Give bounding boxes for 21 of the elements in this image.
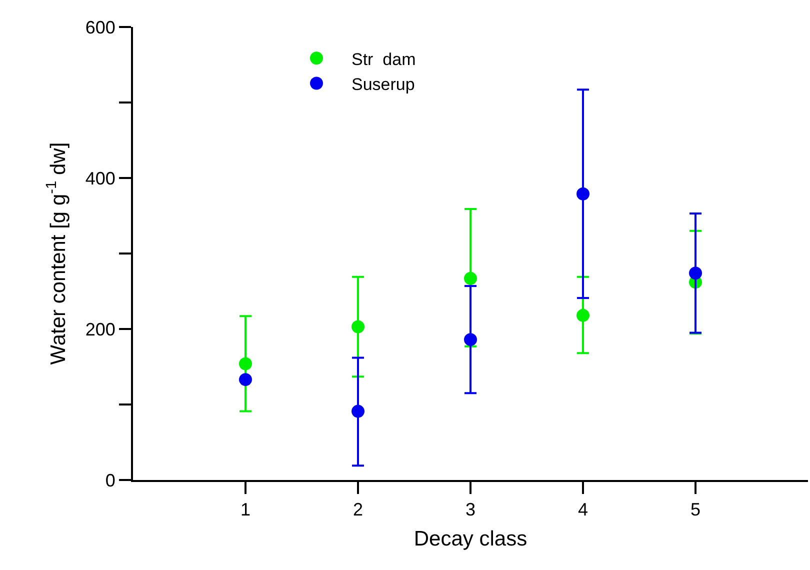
point: [576, 308, 590, 322]
x-tick-label: 5: [690, 500, 701, 520]
x-tick-label: 1: [240, 500, 251, 520]
point: [352, 320, 364, 334]
y-tick-label: 200: [85, 319, 116, 340]
y-tick-label: 400: [85, 168, 116, 188]
point: [352, 404, 364, 418]
point: [689, 266, 702, 280]
point: [239, 357, 252, 370]
point: [464, 333, 477, 346]
point: [239, 373, 252, 386]
x-tick-label: 3: [465, 500, 476, 520]
x-tick-label: 2: [352, 500, 364, 520]
legend-label: Suserup: [352, 74, 415, 94]
point: [576, 187, 590, 200]
x-tick-label: 4: [578, 500, 588, 520]
y-tick-label: 600: [85, 17, 116, 38]
y-tick-label: 0: [105, 470, 116, 490]
x-axis-title: Decay class: [414, 527, 528, 550]
point: [464, 272, 477, 285]
legend-label: Str dam: [352, 50, 416, 69]
